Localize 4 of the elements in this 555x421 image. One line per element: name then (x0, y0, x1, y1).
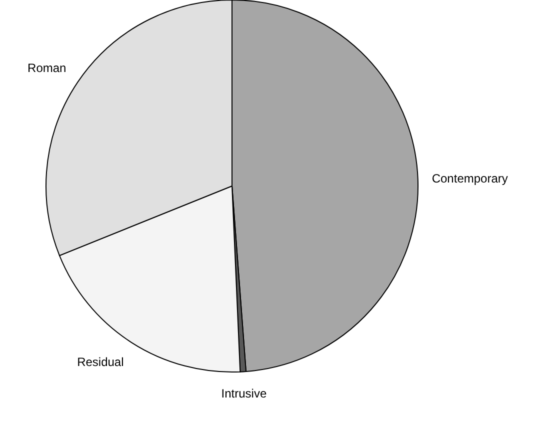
slice-label: Residual (77, 355, 124, 370)
slice-label: Contemporary (432, 171, 508, 186)
slice-label: Intrusive (221, 386, 267, 401)
slice-label: Roman (28, 61, 66, 76)
